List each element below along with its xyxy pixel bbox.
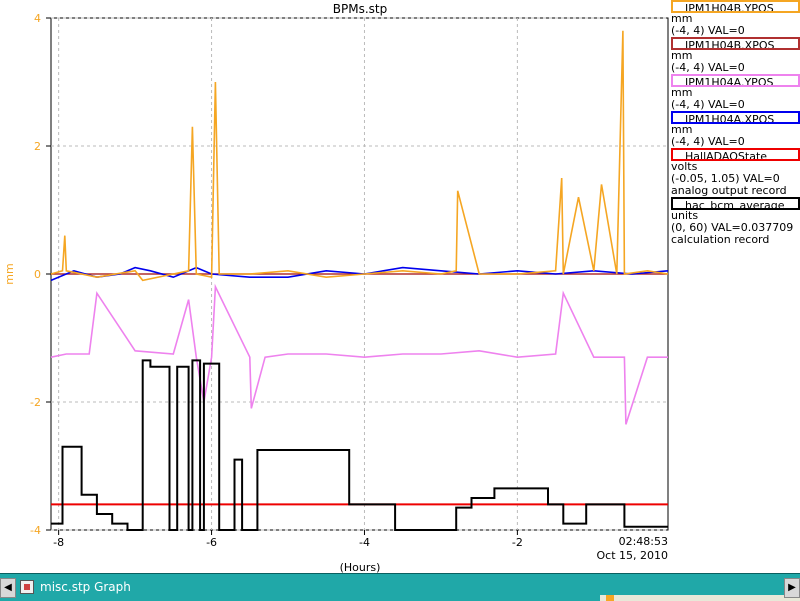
- x-axis-label: (Hours): [340, 561, 381, 573]
- timestamp-date: Oct 15, 2010: [597, 549, 669, 562]
- legend-series-button[interactable]: IPM1H04B.XPOS: [671, 37, 800, 50]
- taskbar: ◀ misc.stp Graph ▶: [0, 573, 800, 601]
- legend-range: (-4, 4) VAL=0: [671, 99, 745, 111]
- series-line-ipm1h04b-ypos: [50, 30, 669, 282]
- legend-entry: HallADAQState volts (-0.05, 1.05) VAL=0 ana…: [671, 148, 800, 197]
- y-axis-label: mm: [3, 263, 16, 284]
- legend-series-button[interactable]: IPM1H04A.XPOS: [671, 111, 800, 124]
- legend-range: (-4, 4) VAL=0: [671, 25, 745, 37]
- chart-title: BPMs.stp: [333, 2, 387, 16]
- legend-unit: volts: [671, 161, 698, 173]
- axis-ticks: -8 -6 -4 -2 4 2 0 -2 -4: [30, 12, 523, 549]
- legend-unit: units: [671, 210, 699, 222]
- y-tick-label: 2: [34, 140, 41, 153]
- legend-series-button[interactable]: IPM1H04A.YPOS: [671, 74, 800, 87]
- taskbar-window-title[interactable]: misc.stp Graph: [40, 580, 131, 594]
- x-tick-label: -2: [512, 536, 523, 549]
- legend-unit: mm: [671, 87, 693, 99]
- timestamp-time: 02:48:53: [619, 535, 668, 548]
- legend-entry: hac_bcm_average units (0, 60) VAL=0.037709…: [671, 197, 800, 246]
- y-tick-label: -4: [30, 524, 41, 537]
- legend-unit: mm: [671, 13, 693, 25]
- legend-range: (-0.05, 1.05) VAL=0: [671, 173, 780, 185]
- series-lines: [50, 30, 669, 531]
- legend-series-button[interactable]: IPM1H04B.YPOS: [671, 0, 800, 13]
- scroll-right-button[interactable]: ▶: [784, 578, 800, 598]
- legend-range: (-4, 4) VAL=0: [671, 62, 745, 74]
- legend-entry: IPM1H04B.XPOS mm (-4, 4) VAL=0: [671, 37, 800, 74]
- legend-unit: mm: [671, 124, 693, 136]
- legend-entry: IPM1H04A.YPOS mm (-4, 4) VAL=0: [671, 74, 800, 111]
- legend-range: (0, 60) VAL=0.037709: [671, 222, 794, 234]
- x-tick-label: -6: [206, 536, 217, 549]
- legend-entry: IPM1H04B.YPOS mm (-4, 4) VAL=0: [671, 0, 800, 37]
- series-line-hac-bcm-average: [51, 359, 668, 531]
- window-icon[interactable]: [20, 580, 34, 594]
- legend-record-type: calculation record: [671, 234, 770, 246]
- status-strip: [600, 595, 800, 601]
- y-tick-label: -2: [30, 396, 41, 409]
- status-swatch: [606, 595, 614, 601]
- legend-entry: IPM1H04A.XPOS mm (-4, 4) VAL=0: [671, 111, 800, 148]
- y-tick-label: 0: [34, 268, 41, 281]
- y-tick-label: 4: [34, 12, 41, 25]
- chart-plot: -8 -6 -4 -2 4 2 0 -2 -4 BPMs.stp mm (Hours) 02:4…: [3, 2, 669, 573]
- x-tick-label: -8: [53, 536, 64, 549]
- legend-range: (-4, 4) VAL=0: [671, 136, 745, 148]
- legend-series-button[interactable]: HallADAQState: [671, 148, 800, 161]
- legend: IPM1H04B.YPOS mm (-4, 4) VAL=0 IPM1H04B.XPO…: [671, 0, 800, 246]
- series-line-ipm1h04a-ypos: [50, 283, 668, 425]
- x-tick-label: -4: [359, 536, 370, 549]
- legend-series-button[interactable]: hac_bcm_average: [671, 197, 800, 210]
- scroll-left-button[interactable]: ◀: [0, 578, 16, 598]
- legend-unit: mm: [671, 50, 693, 62]
- legend-record-type: analog output record: [671, 185, 787, 197]
